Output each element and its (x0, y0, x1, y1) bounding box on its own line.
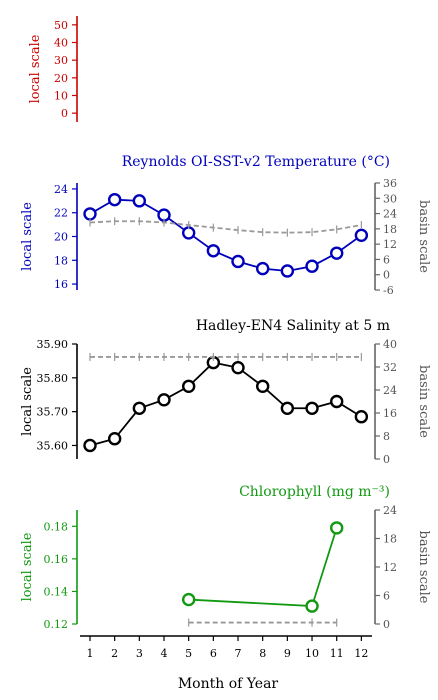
left-tick-label: 35.90 (37, 338, 69, 351)
left-axis-label: local scale (20, 532, 35, 601)
left-tick-label: 30 (54, 54, 68, 67)
data-point (255, 261, 270, 276)
left-tick-label: 22 (54, 207, 68, 220)
right-axis-label: basin scale (416, 365, 431, 438)
data-point (107, 432, 122, 446)
left-tick-label: 20 (54, 72, 68, 85)
left-tick-label: 0.12 (44, 618, 69, 631)
left-tick-label: 40 (54, 37, 68, 50)
right-axis-label: basin scale (416, 200, 431, 273)
data-point (330, 521, 344, 535)
x-axis-label: Month of Year (178, 676, 279, 692)
left-axis-label: local scale (20, 202, 35, 271)
right-tick-label: 12 (383, 238, 397, 251)
data-point (280, 401, 295, 415)
data-point (132, 401, 147, 415)
x-tick-label: 8 (259, 647, 266, 660)
left-tick-label: 35.70 (37, 406, 69, 419)
data-point (83, 207, 97, 221)
right-tick-label: 36 (383, 177, 397, 190)
x-tick-label: 12 (354, 647, 368, 660)
left-tick-label: 0 (61, 107, 68, 120)
panel-title: Reynolds OI-SST-v2 Temperature (°C) (122, 154, 390, 170)
x-tick-label: 5 (185, 647, 192, 660)
left-tick-label: 50 (54, 19, 68, 32)
basin-series-line (89, 220, 362, 234)
left-tick-label: 0.14 (44, 585, 69, 598)
data-point (280, 264, 295, 278)
data-point (181, 592, 196, 607)
x-tick-label: 9 (284, 647, 291, 660)
left-tick-label: 24 (54, 183, 68, 196)
panel-title: Hadley-EN4 Salinity at 5 m (196, 318, 390, 334)
data-point (305, 401, 319, 415)
left-tick-label: 35.60 (37, 439, 69, 452)
right-axis-label: basin scale (416, 531, 431, 604)
local-series-line (188, 527, 338, 608)
right-tick-label: 16 (383, 407, 397, 420)
left-axis-label: local scale (20, 367, 35, 436)
panel-title: Chlorophyll (mg m⁻³) (239, 484, 390, 500)
right-tick-label: 18 (383, 533, 397, 546)
x-tick-label: 4 (161, 647, 168, 660)
x-tick-label: 6 (210, 647, 217, 660)
left-tick-label: 16 (54, 278, 68, 291)
data-point (107, 192, 122, 207)
local-series-line (89, 198, 362, 272)
right-tick-label: 40 (383, 338, 397, 351)
right-tick-label: 0 (383, 618, 390, 631)
left-tick-label: 35.80 (37, 372, 69, 385)
data-point (255, 379, 270, 393)
right-tick-label: 24 (383, 208, 397, 221)
data-point (181, 226, 196, 240)
right-tick-label: 24 (383, 504, 397, 517)
data-point (305, 599, 319, 613)
data-point (231, 254, 245, 269)
data-point (305, 259, 319, 273)
data-point (330, 246, 344, 260)
right-tick-label: 30 (383, 192, 397, 205)
data-point (132, 194, 147, 208)
right-tick-label: 18 (383, 223, 397, 236)
data-point (354, 228, 369, 243)
data-point (157, 393, 171, 407)
data-point (330, 394, 344, 409)
right-tick-label: 8 (383, 430, 390, 443)
x-tick-label: 10 (305, 647, 319, 660)
data-point (83, 438, 97, 453)
data-point (181, 379, 196, 393)
x-tick-label: 2 (111, 647, 118, 660)
data-point (206, 244, 221, 258)
left-tick-label: 20 (54, 231, 68, 244)
local-series-line (89, 361, 362, 447)
right-tick-label: 24 (383, 384, 397, 397)
right-tick-label: 6 (383, 253, 390, 266)
data-point (231, 360, 245, 375)
x-tick-label: 3 (136, 647, 143, 660)
x-tick-label: 1 (87, 647, 94, 660)
right-tick-label: 12 (383, 561, 397, 574)
x-tick-label: 11 (330, 647, 344, 660)
left-tick-label: 0.18 (44, 520, 69, 533)
right-tick-label: 0 (383, 453, 390, 466)
right-tick-label: -6 (383, 284, 394, 297)
right-tick-label: 32 (383, 361, 397, 374)
left-tick-label: 10 (54, 90, 68, 103)
left-axis-label: local scale (28, 34, 43, 103)
left-tick-label: 18 (54, 254, 68, 267)
right-tick-label: 6 (383, 590, 390, 603)
left-tick-label: 0.16 (44, 553, 69, 566)
right-tick-label: 0 (383, 269, 390, 282)
x-tick-label: 7 (235, 647, 242, 660)
data-point (354, 410, 369, 424)
